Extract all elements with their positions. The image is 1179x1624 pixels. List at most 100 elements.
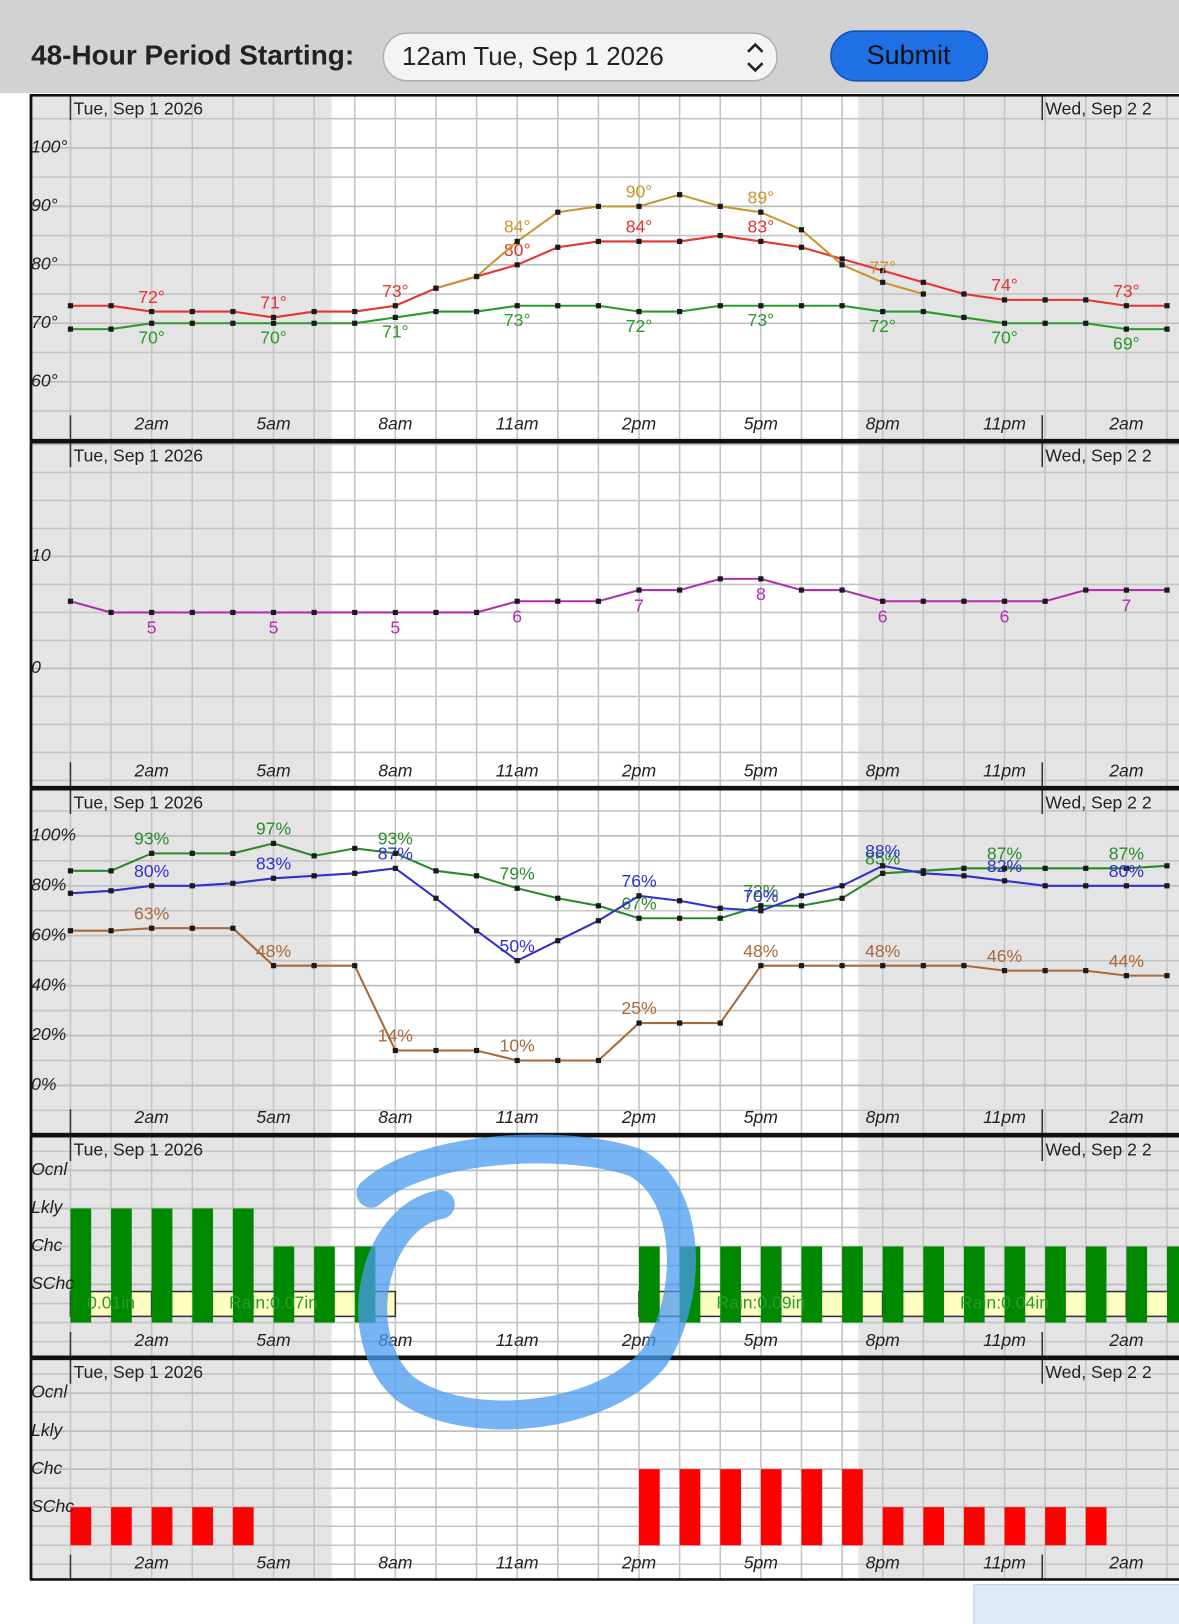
night-shade	[31, 95, 332, 441]
panel-frame	[29, 93, 1179, 442]
data-point	[433, 308, 439, 315]
data-point	[108, 609, 114, 616]
data-point	[595, 238, 601, 245]
data-point	[108, 888, 114, 894]
x-tick-label: 5pm	[744, 1330, 778, 1350]
select-box[interactable]	[382, 32, 778, 82]
bar	[192, 1507, 214, 1546]
data-point	[1164, 326, 1170, 332]
data-point	[595, 918, 601, 924]
x-tick-label: 2am	[134, 413, 169, 433]
bar	[1126, 1246, 1148, 1323]
x-tick-label: 2am	[134, 1330, 169, 1350]
rain-label: Rain:0.09in	[716, 1293, 805, 1313]
bar	[1166, 1246, 1179, 1323]
data-point	[1083, 297, 1089, 303]
y-tick-label: 0	[31, 657, 41, 677]
data-point	[352, 963, 358, 969]
x-tick-label: 11am	[496, 1553, 539, 1573]
rain-label: Rain:0.04in	[960, 1293, 1049, 1313]
data-point	[473, 609, 480, 616]
data-point	[717, 915, 723, 921]
x-tick-label: 2pm	[621, 413, 656, 433]
submit-button[interactable]: Submit	[830, 30, 989, 82]
data-point	[149, 850, 155, 856]
x-tick-label: 11am	[496, 1330, 539, 1350]
data-point	[839, 895, 845, 901]
data-point	[108, 303, 114, 309]
x-tick-label: 2am	[1108, 1553, 1143, 1573]
data-point	[717, 232, 723, 239]
bar	[1004, 1246, 1026, 1323]
value-label: 85%	[865, 849, 901, 869]
y-tick-label: 90°	[31, 195, 58, 215]
x-tick-label: 5pm	[744, 760, 778, 780]
x-tick-label: 2am	[1108, 1330, 1143, 1350]
data-point	[1123, 883, 1129, 889]
date-label: Tue, Sep 1 2026	[74, 792, 204, 812]
data-point	[595, 598, 601, 604]
bar	[232, 1208, 254, 1323]
data-point	[67, 326, 74, 332]
data-point	[67, 303, 74, 309]
data-point	[920, 598, 926, 604]
x-tick-label: 8pm	[866, 1330, 900, 1350]
button-shape[interactable]	[830, 30, 989, 82]
data-point	[473, 1047, 480, 1054]
x-tick-label: 8am	[378, 1553, 412, 1573]
data-point	[1001, 968, 1008, 974]
data-point	[230, 308, 236, 315]
data-point	[270, 314, 277, 321]
select-value[interactable]: 12am Tue, Sep 1 2026	[402, 43, 664, 71]
bar	[111, 1208, 132, 1323]
data-point	[798, 303, 805, 309]
value-label: 93%	[134, 829, 170, 849]
data-point	[839, 587, 845, 593]
data-point	[1042, 968, 1048, 974]
data-point	[1001, 865, 1008, 871]
value-label: 84°	[504, 217, 531, 237]
value-label: 5	[390, 618, 400, 638]
value-label: 70%	[743, 886, 779, 906]
data-point	[1001, 297, 1008, 303]
value-label: 90°	[626, 182, 653, 202]
data-point	[920, 279, 926, 285]
data-point	[839, 256, 845, 262]
value-label: 72°	[626, 316, 653, 336]
data-point	[636, 587, 642, 593]
x-tick-label: 5pm	[744, 1553, 778, 1573]
data-point	[555, 895, 561, 901]
bar	[273, 1246, 295, 1323]
button-label[interactable]: Submit	[867, 40, 951, 70]
data-point	[758, 908, 764, 914]
data-point	[108, 868, 114, 874]
value-label: 14%	[378, 1026, 414, 1046]
data-point	[270, 963, 277, 969]
value-label: 80%	[1109, 861, 1145, 881]
data-point	[798, 903, 805, 909]
data-point	[636, 915, 642, 921]
data-point	[798, 587, 805, 593]
data-point	[555, 244, 561, 250]
data-point	[514, 885, 520, 891]
value-label: 70°	[991, 327, 1018, 347]
value-label: 89°	[748, 187, 775, 207]
value-label: 71°	[260, 293, 287, 313]
data-point	[1164, 973, 1170, 979]
data-point	[230, 880, 236, 886]
x-tick-label: 2am	[1108, 1107, 1143, 1127]
data-point	[677, 192, 683, 198]
data-point	[717, 303, 723, 309]
value-label: 80%	[134, 861, 170, 881]
value-label: 83°	[748, 217, 775, 237]
data-point	[392, 303, 398, 309]
period-select[interactable]: 12am Tue, Sep 1 2026	[382, 32, 778, 82]
data-point	[352, 845, 358, 851]
value-label: 77°	[869, 258, 896, 278]
value-label: 70°	[138, 327, 165, 347]
x-tick-label: 8pm	[866, 1553, 900, 1573]
x-tick-label: 11pm	[983, 1107, 1026, 1127]
data-point	[839, 883, 845, 889]
data-point	[636, 1020, 642, 1026]
bar	[639, 1246, 660, 1323]
